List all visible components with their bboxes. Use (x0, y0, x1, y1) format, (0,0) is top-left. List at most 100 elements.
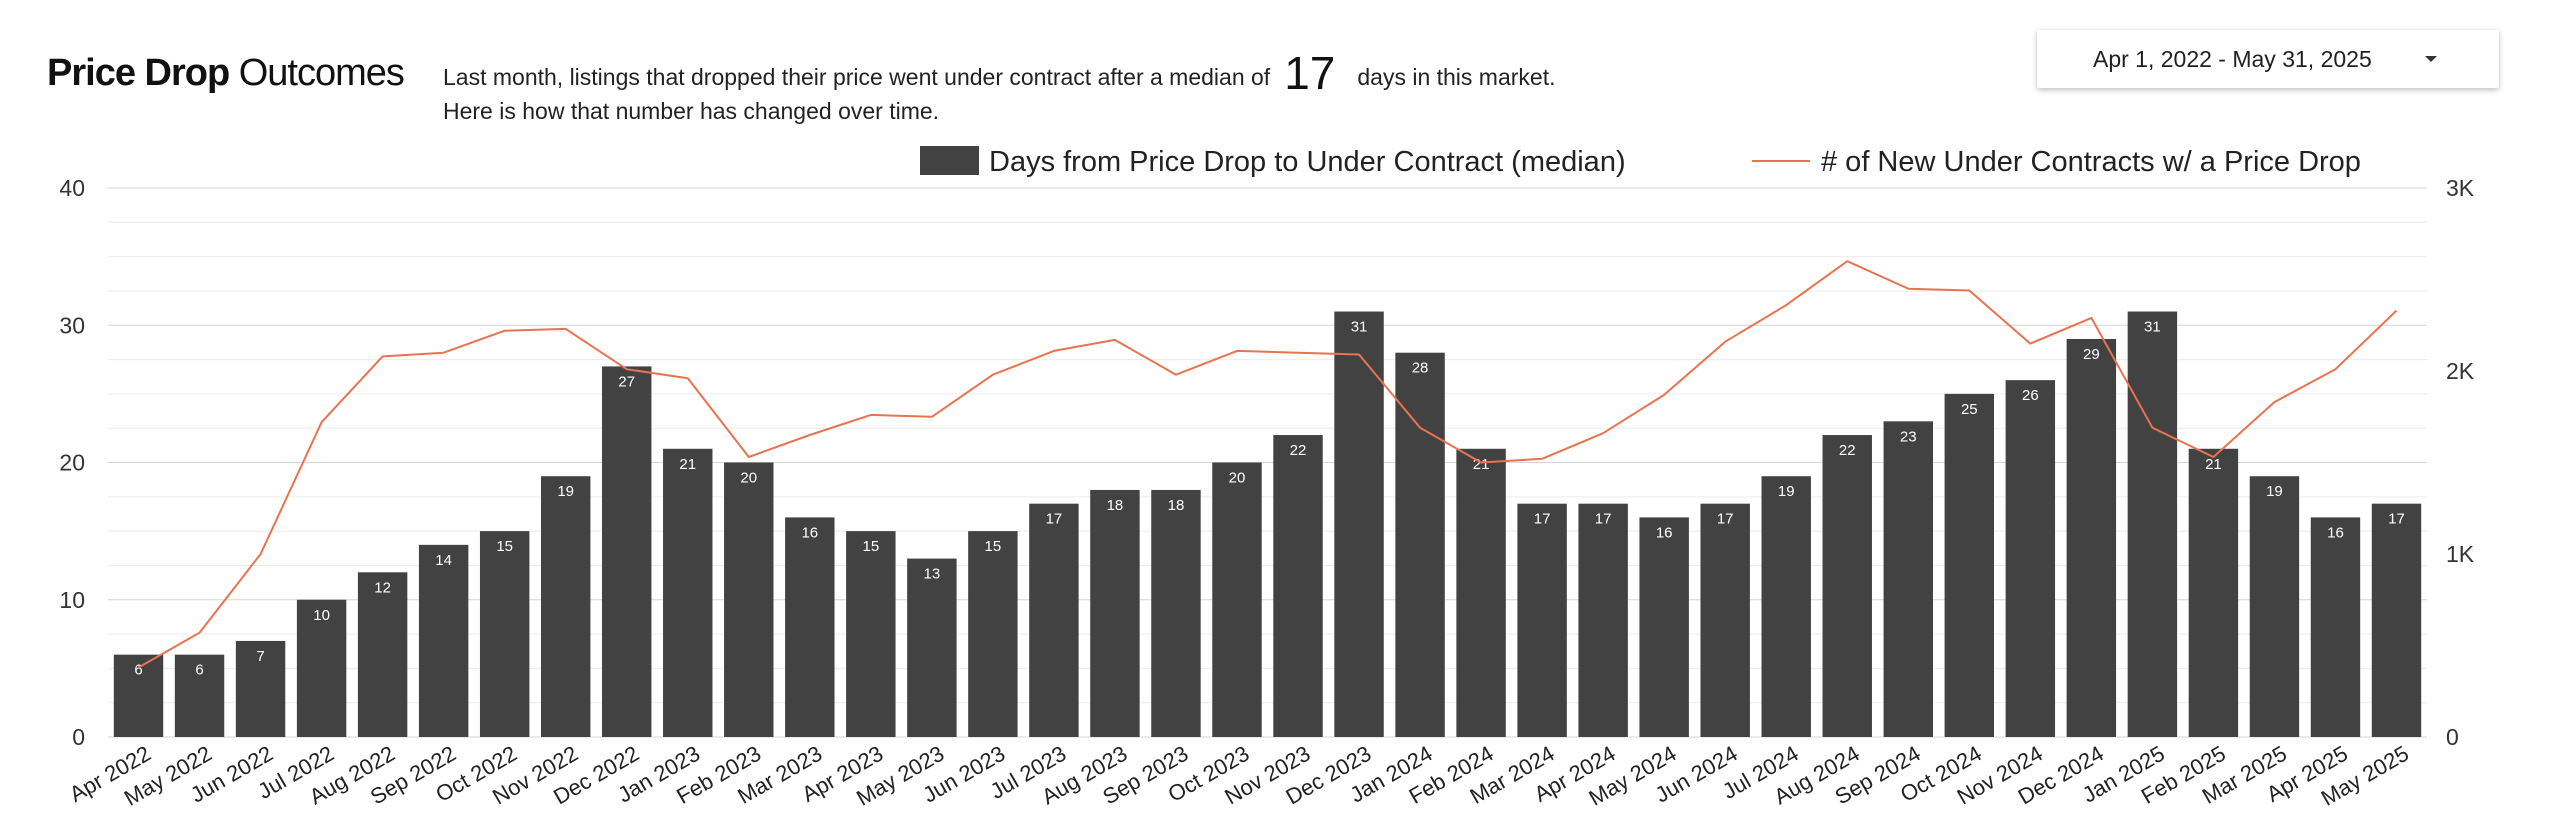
bar (1090, 489, 1140, 737)
y-tick-label: 0 (72, 724, 85, 750)
bar-data-label: 29 (2083, 346, 2100, 363)
bar-data-label: 20 (1229, 470, 1246, 487)
bar-data-labels: 6 6 7 10 12 14 15 19 27 21 20 16 15 13 15 17 18 18 20 22 31 2… (134, 319, 2404, 679)
bar (846, 531, 896, 737)
bar-data-label: 17 (1046, 511, 1063, 528)
bar-data-label: 17 (1534, 511, 1551, 528)
date-range-picker[interactable]: Apr 1, 2022 - May 31, 2025 (2037, 30, 2499, 88)
bar-data-label: 22 (1839, 442, 1856, 459)
bar-data-label: 19 (1778, 483, 1795, 500)
bar-data-label: 17 (1595, 511, 1612, 528)
bar-data-label: 15 (985, 538, 1002, 555)
bar (1578, 503, 1628, 737)
bar (663, 448, 713, 737)
bar-data-label: 22 (1290, 442, 1307, 459)
bar-data-label: 27 (618, 373, 635, 390)
bar-data-label: 21 (2205, 456, 2222, 473)
y2-tick-label: 1K (2446, 541, 2475, 567)
bar-data-label: 16 (1656, 524, 1673, 541)
bar (2066, 338, 2117, 737)
y-tick-label: 40 (59, 175, 85, 201)
y2-tick-label: 0 (2446, 724, 2459, 750)
description-line-2: Here is how that number has changed over… (443, 98, 940, 124)
line-series (138, 260, 2398, 669)
bar-data-label: 18 (1168, 497, 1185, 514)
description-prefix: Last month, listings that dropped their … (443, 64, 1271, 90)
date-range-label: Apr 1, 2022 - May 31, 2025 (2093, 46, 2372, 72)
bar (724, 462, 774, 737)
bar-data-label: 21 (679, 456, 696, 473)
bar (357, 572, 408, 737)
y-tick-label: 30 (59, 312, 85, 338)
bar (968, 531, 1018, 737)
bar-data-label: 6 (195, 662, 203, 679)
bar (2188, 448, 2239, 737)
legend-bar-swatch (920, 146, 979, 175)
bar (2249, 476, 2300, 737)
bar-data-label: 12 (374, 579, 391, 596)
bar (1395, 352, 1445, 737)
bar (785, 517, 835, 737)
bar-data-label: 19 (2266, 483, 2283, 500)
bar (1822, 435, 1872, 737)
bar-data-label: 17 (1717, 511, 1734, 528)
bar (1761, 476, 1811, 737)
bar (907, 558, 957, 737)
y-axis-right: 0 1K 2K 3K (2446, 175, 2475, 750)
bar-data-label: 31 (2144, 319, 2161, 336)
bar (296, 599, 347, 737)
bar-series (113, 311, 2422, 737)
bar (540, 476, 591, 737)
bar (1151, 489, 1201, 737)
bar (113, 654, 164, 737)
legend: Days from Price Drop to Under Contract (… (920, 146, 2361, 178)
legend-bar-label: Days from Price Drop to Under Contract (… (989, 146, 1626, 178)
bar-data-label: 10 (313, 607, 330, 624)
bar (1334, 311, 1384, 737)
bar-data-label: 14 (435, 552, 452, 569)
bar (602, 366, 652, 737)
bar (2310, 517, 2361, 737)
bar-data-label: 17 (2388, 511, 2405, 528)
bar (1944, 393, 1995, 737)
bar (1456, 448, 1506, 737)
bar-data-label: 23 (1900, 428, 1917, 445)
bar-data-label: 31 (1351, 319, 1368, 336)
bar-data-label: 15 (496, 538, 513, 555)
bar-data-label: 18 (1107, 497, 1124, 514)
page-title: Price Drop Outcomes (47, 52, 405, 95)
bar-data-label: 13 (924, 566, 941, 583)
bar-data-label: 15 (862, 538, 879, 555)
bar-data-label: 6 (134, 662, 142, 679)
bar (235, 640, 286, 737)
bar-data-label: 26 (2022, 387, 2039, 404)
bar (1273, 435, 1323, 737)
description-suffix: days in this market. (1357, 64, 1556, 90)
chevron-down-icon[interactable] (2425, 56, 2437, 62)
y-tick-label: 20 (59, 450, 85, 476)
y2-tick-label: 2K (2446, 358, 2475, 384)
legend-line-label: # of New Under Contracts w/ a Price Drop (1821, 146, 2361, 178)
bar-data-label: 16 (2327, 524, 2344, 541)
bar-data-label: 20 (740, 470, 757, 487)
bar (1883, 421, 1933, 737)
bar (1212, 462, 1262, 737)
bar-data-label: 19 (557, 483, 574, 500)
y-axis-left: 0 10 20 30 40 (59, 175, 85, 750)
title-light: Outcomes (238, 52, 405, 94)
bar (174, 654, 225, 737)
bar (418, 544, 469, 737)
bar-data-label: 7 (256, 648, 264, 665)
bar (1517, 503, 1567, 737)
bar (1700, 503, 1750, 737)
series-line (138, 260, 2398, 669)
median-value: 17 (1284, 47, 1336, 99)
bar-data-label: 28 (1412, 360, 1429, 377)
bar (1029, 503, 1079, 737)
description: Last month, listings that dropped their … (443, 47, 1556, 128)
y2-tick-label: 3K (2446, 175, 2475, 201)
bar (2005, 380, 2056, 737)
bar (2127, 311, 2178, 737)
